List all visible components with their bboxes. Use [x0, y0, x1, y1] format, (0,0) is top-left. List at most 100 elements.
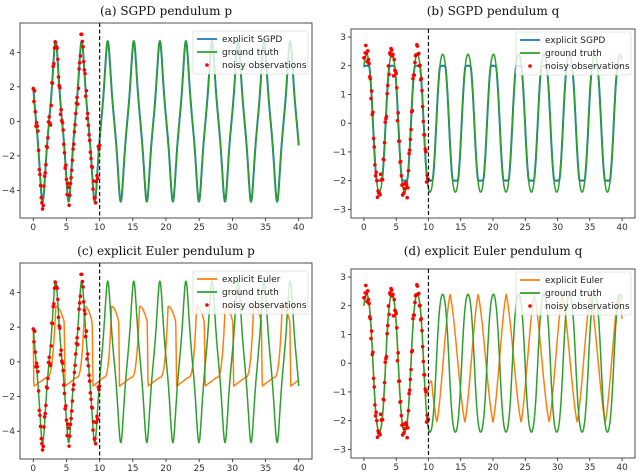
- observation-point: [97, 384, 102, 388]
- observation-point: [42, 425, 46, 429]
- observation-point: [75, 95, 79, 100]
- observation-point: [384, 114, 389, 119]
- observation-point: [405, 435, 409, 440]
- observation-point: [61, 128, 65, 132]
- observation-point: [395, 359, 400, 363]
- y-tick-label: −3: [333, 445, 346, 455]
- observation-point: [66, 426, 71, 430]
- observation-point: [412, 313, 417, 317]
- observation-point: [392, 297, 397, 302]
- observation-point: [378, 172, 383, 177]
- observation-point: [63, 407, 67, 411]
- observation-point: [387, 312, 391, 317]
- y-tick-label: −2: [2, 152, 15, 162]
- observation-point: [413, 300, 417, 305]
- x-tick-label: 30: [552, 463, 564, 472]
- observation-point: [375, 195, 380, 200]
- observation-point: [375, 435, 380, 440]
- observation-point: [36, 148, 41, 153]
- observation-point: [36, 389, 41, 393]
- x-tick-label: 5: [393, 223, 399, 233]
- observation-point: [406, 408, 411, 413]
- observation-point: [42, 174, 47, 178]
- observation-point: [53, 40, 57, 44]
- observation-point: [73, 363, 77, 368]
- observation-point: [369, 89, 374, 93]
- observation-point: [40, 448, 45, 452]
- observation-point: [49, 103, 53, 108]
- observation-point: [373, 174, 378, 178]
- x-tick-label: 0: [361, 463, 367, 472]
- observation-point: [62, 383, 66, 387]
- observation-point: [397, 379, 402, 383]
- observation-point: [38, 424, 43, 429]
- observation-point: [65, 422, 70, 426]
- observation-point: [76, 86, 81, 91]
- observation-point: [362, 55, 367, 60]
- observation-point: [373, 414, 378, 418]
- observation-point: [371, 376, 376, 381]
- observation-point: [406, 425, 410, 430]
- observation-point: [362, 295, 367, 300]
- x-tick-label: 15: [455, 223, 466, 233]
- y-tick-label: −1: [333, 388, 346, 398]
- y-tick-label: 2: [340, 62, 346, 72]
- legend-box: [192, 270, 309, 315]
- observation-point: [84, 88, 89, 93]
- observation-point: [391, 314, 396, 318]
- observation-point: [95, 176, 100, 181]
- x-tick-label: 25: [193, 223, 204, 233]
- observation-point: [73, 122, 77, 127]
- observation-point: [46, 136, 50, 140]
- x-tick-label: 25: [520, 223, 531, 233]
- observation-point: [58, 326, 62, 330]
- observation-point: [402, 431, 406, 435]
- x-tick-label: 15: [127, 223, 138, 233]
- observation-point: [71, 142, 76, 146]
- observation-point: [78, 54, 83, 58]
- observation-point: [86, 123, 91, 128]
- observation-point: [394, 311, 398, 316]
- y-tick-label: 1: [340, 90, 346, 100]
- observation-point: [67, 203, 71, 207]
- observation-point: [71, 147, 75, 151]
- legend-label: noisy observations: [545, 302, 630, 312]
- y-tick-label: 4: [9, 48, 15, 58]
- observation-point: [73, 111, 78, 116]
- observation-point: [32, 329, 37, 334]
- x-tick-label: 40: [616, 223, 628, 233]
- observation-point: [69, 175, 73, 180]
- observation-point: [83, 334, 88, 339]
- y-tick-label: −3: [333, 205, 346, 215]
- observation-point: [392, 57, 397, 62]
- observation-point: [386, 64, 391, 68]
- observation-point: [79, 272, 84, 277]
- x-tick-label: 35: [584, 223, 595, 233]
- observation-point: [385, 323, 390, 328]
- observation-point: [368, 316, 373, 321]
- observation-point: [82, 68, 87, 72]
- observation-point: [55, 46, 59, 50]
- panel-b: 0 5 10 15 20 25 30 35 40 −3 −2 −1 0 1 2 3 explicit SGPD g…: [333, 28, 636, 233]
- observation-point: [32, 99, 36, 104]
- observation-point: [37, 408, 42, 413]
- observation-point: [68, 422, 73, 427]
- observation-point: [58, 352, 63, 357]
- x-tick-label: 20: [160, 464, 172, 472]
- observation-point: [420, 328, 424, 333]
- observation-point: [95, 173, 99, 178]
- observation-point: [45, 386, 50, 390]
- observation-point: [82, 308, 87, 313]
- observation-point: [408, 377, 413, 382]
- observation-point: [371, 350, 375, 355]
- observation-point: [415, 44, 420, 48]
- observation-point: [38, 183, 43, 188]
- observation-point: [38, 413, 42, 418]
- observation-point: [374, 170, 378, 175]
- y-tick-label: 1: [340, 330, 346, 340]
- x-tick-label: 30: [227, 464, 239, 472]
- observation-point: [94, 179, 99, 184]
- observation-point: [67, 434, 72, 438]
- observation-point: [83, 94, 88, 99]
- observation-point: [421, 359, 426, 364]
